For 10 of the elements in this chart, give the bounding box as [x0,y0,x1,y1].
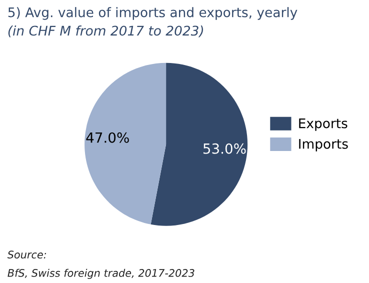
pie-slice [84,62,166,224]
data-label: 53.0% [203,143,246,154]
chart-subtitle: (in CHF M from 2017 to 2023) [8,25,204,38]
text: BfS, Swiss foreign trade, 2017-2023 [8,268,194,279]
chart-title: 5) Avg. value of imports and exports, yearly [8,7,298,20]
legend-label: Exports [299,118,348,131]
source-note: Source: [7,250,46,259]
data-label: 47.0% [86,132,129,143]
legend-label: Imports [299,139,348,152]
pie-slice [150,62,248,226]
